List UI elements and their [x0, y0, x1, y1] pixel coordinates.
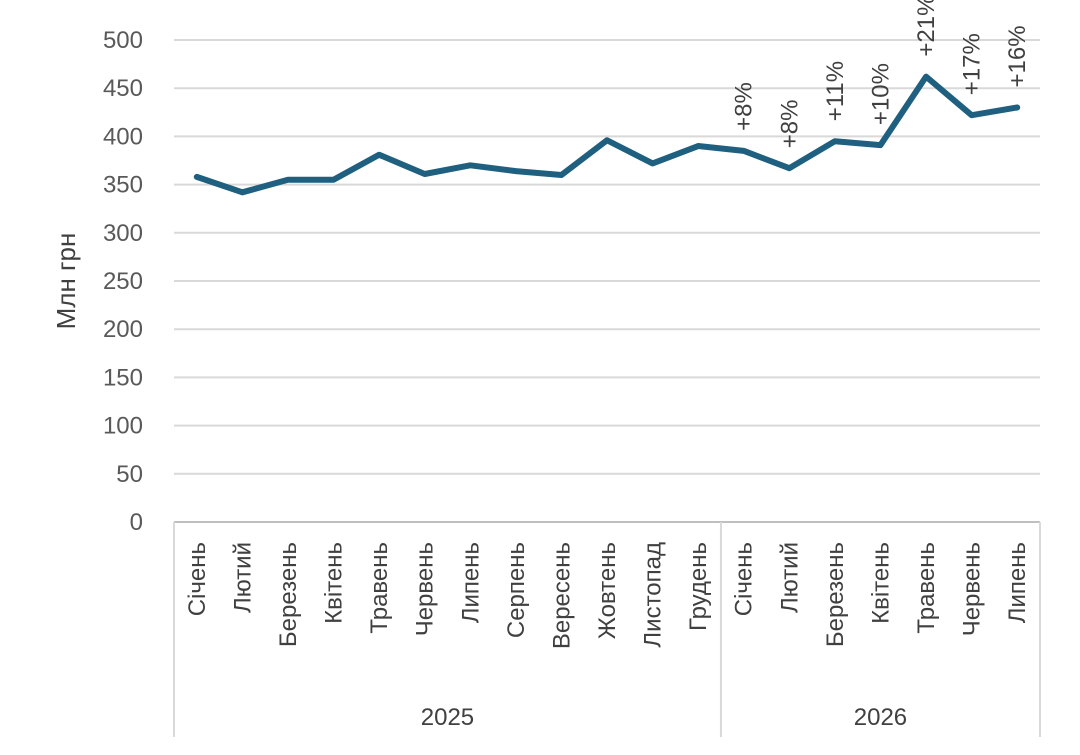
- group-label: 2026: [854, 704, 907, 731]
- data-point: [696, 144, 701, 149]
- category-label: Вересень: [548, 542, 575, 649]
- data-point: [194, 174, 199, 179]
- data-point: [513, 169, 518, 174]
- category-label: Січень: [184, 542, 211, 616]
- data-point: [832, 139, 837, 144]
- data-label: +10%: [867, 63, 894, 125]
- y-tick-label: 400: [103, 123, 143, 150]
- category-label: Червень: [412, 542, 439, 636]
- data-point: [559, 172, 564, 177]
- category-label: Жовтень: [594, 542, 621, 639]
- data-point: [924, 74, 929, 79]
- data-point: [741, 148, 746, 153]
- data-point: [240, 190, 245, 195]
- category-label: Травень: [913, 542, 940, 634]
- data-point: [787, 166, 792, 171]
- data-label: +17%: [959, 33, 986, 95]
- y-tick-label: 0: [130, 509, 143, 536]
- category-label: Квітень: [867, 542, 894, 624]
- category-label: Березень: [275, 542, 302, 647]
- category-label: Липень: [457, 542, 484, 623]
- data-label: +11%: [822, 61, 849, 121]
- y-axis-title: Млн грн: [51, 233, 81, 330]
- y-tick-label: 500: [103, 27, 143, 54]
- data-label: +8%: [731, 82, 758, 131]
- data-point: [377, 152, 382, 157]
- data-point: [331, 177, 336, 182]
- y-tick-label: 100: [103, 413, 143, 440]
- data-label: +8%: [776, 100, 803, 149]
- category-label: Липень: [1004, 542, 1031, 623]
- data-label: +16%: [1004, 25, 1031, 87]
- data-point: [650, 161, 655, 166]
- category-label: Лютий: [776, 542, 803, 613]
- data-point: [969, 113, 974, 118]
- category-label: Квітень: [321, 542, 348, 624]
- data-point: [1015, 105, 1020, 110]
- y-tick-label: 450: [103, 75, 143, 102]
- category-label: Березень: [822, 542, 849, 647]
- y-tick-label: 250: [103, 268, 143, 295]
- category-label: Лютий: [229, 542, 256, 613]
- y-tick-label: 300: [103, 220, 143, 247]
- group-label: 2025: [421, 704, 474, 731]
- category-label: Травень: [366, 542, 393, 634]
- y-tick-label: 150: [103, 364, 143, 391]
- y-tick-label: 50: [116, 461, 143, 488]
- category-label: Січень: [731, 542, 758, 616]
- category-label: Червень: [959, 542, 986, 636]
- data-point: [422, 171, 427, 176]
- y-tick-label: 350: [103, 172, 143, 199]
- y-tick-label: 200: [103, 316, 143, 343]
- data-point: [605, 138, 609, 143]
- data-point: [878, 143, 883, 148]
- data-point: [468, 163, 473, 168]
- category-label: Серпень: [503, 542, 530, 638]
- category-label: Грудень: [685, 542, 712, 631]
- category-label: Листопад: [640, 542, 667, 648]
- data-point: [285, 177, 290, 182]
- data-label: +21%: [913, 0, 940, 57]
